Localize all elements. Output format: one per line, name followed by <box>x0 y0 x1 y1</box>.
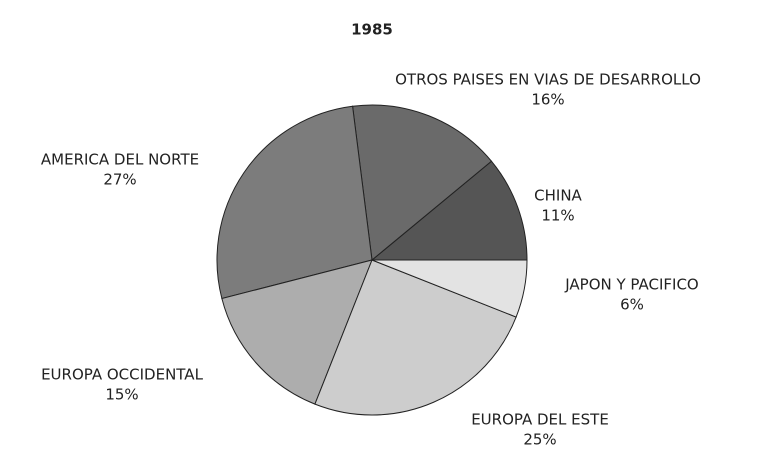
slice-value-label: 27% <box>103 171 136 189</box>
pie-slice <box>221 259 373 405</box>
slice-value-label: 6% <box>620 296 644 314</box>
pie-slice <box>371 259 528 318</box>
slice-label: AMERICA DEL NORTE <box>41 151 199 169</box>
slice-label: OTROS PAISES EN VIAS DE DESARROLLO <box>395 71 701 89</box>
slice-value-label: 16% <box>531 91 564 109</box>
slice-value-label: 15% <box>105 386 138 404</box>
slice-label: EUROPA DEL ESTE <box>471 411 609 429</box>
slice-value-label: 11% <box>541 207 574 225</box>
pie-slice <box>314 259 517 416</box>
chart-title: 1985 <box>351 21 393 39</box>
slice-label: CHINA <box>534 187 582 205</box>
slice-label: EUROPA OCCIDENTAL <box>41 366 203 384</box>
pie-slice <box>370 160 528 261</box>
slice-value-label: 25% <box>523 431 556 449</box>
slice-label: JAPON Y PACIFICO <box>564 276 699 294</box>
pie-slice <box>216 105 373 300</box>
pie-slice <box>352 104 493 261</box>
